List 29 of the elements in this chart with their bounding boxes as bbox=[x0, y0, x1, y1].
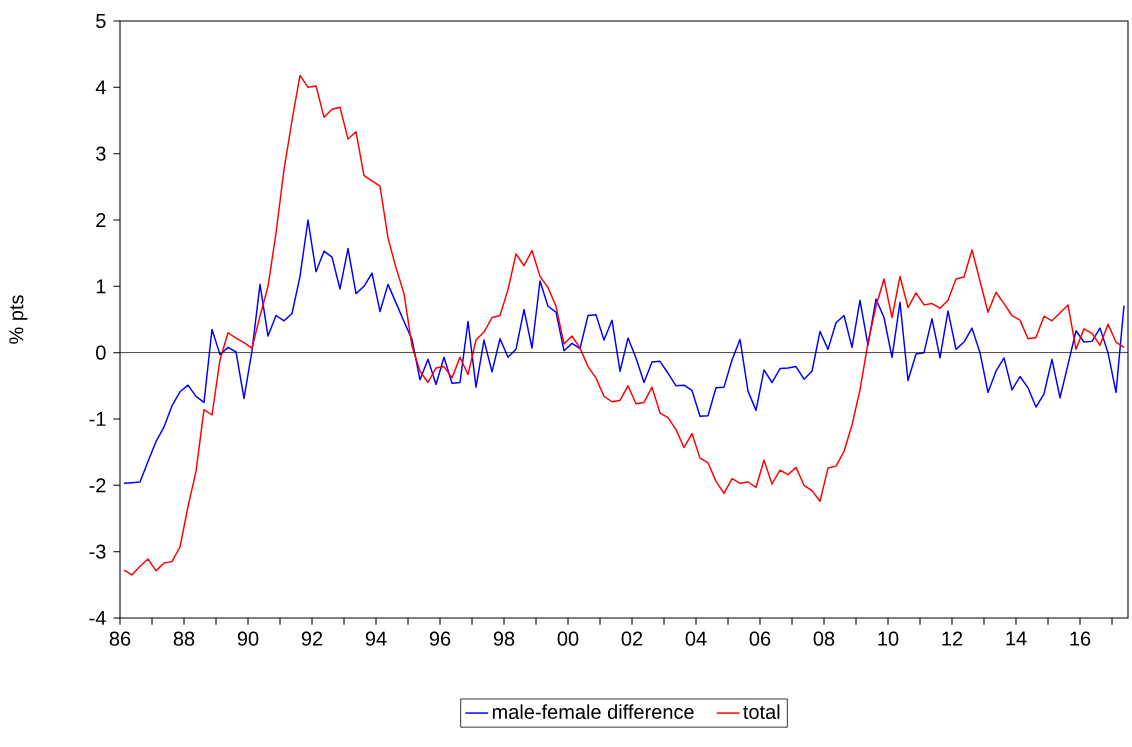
x-tick-label: 92 bbox=[301, 631, 323, 646]
y-tick-label: -4 bbox=[89, 611, 106, 626]
x-tick-label: 96 bbox=[429, 631, 451, 646]
y-axis-title: % pts bbox=[9, 295, 28, 344]
x-tick-label: 14 bbox=[1006, 631, 1027, 646]
y-tick-label: 4 bbox=[95, 80, 106, 95]
y-tick-label: 0 bbox=[96, 345, 106, 360]
x-tick-label: 90 bbox=[237, 631, 259, 646]
y-tick-label: 1 bbox=[96, 279, 106, 294]
x-tick-label: 98 bbox=[493, 631, 515, 646]
legend-label: male-female difference bbox=[492, 704, 694, 720]
y-tick-label: 5 bbox=[96, 14, 106, 29]
x-tick-label: 04 bbox=[685, 631, 707, 646]
x-tick-label: 02 bbox=[621, 631, 643, 646]
x-tick-label: 88 bbox=[173, 631, 195, 646]
x-tick-label: 10 bbox=[878, 631, 899, 646]
y-tick-label: -2 bbox=[89, 478, 106, 493]
x-tick-label: 86 bbox=[109, 631, 131, 646]
y-tick-label: 2 bbox=[96, 213, 106, 228]
x-tick-label: 16 bbox=[1070, 631, 1091, 646]
y-tick-label: -3 bbox=[89, 544, 106, 559]
y-tick-label: -1 bbox=[89, 412, 106, 427]
x-tick-label: 00 bbox=[557, 631, 579, 646]
x-tick-label: 08 bbox=[813, 631, 835, 646]
x-tick-label: 06 bbox=[749, 631, 771, 646]
x-tick-label: 94 bbox=[365, 631, 387, 646]
y-tick-label: 3 bbox=[96, 146, 106, 161]
legend-label: total bbox=[743, 704, 780, 720]
x-tick-label: 12 bbox=[942, 631, 963, 646]
